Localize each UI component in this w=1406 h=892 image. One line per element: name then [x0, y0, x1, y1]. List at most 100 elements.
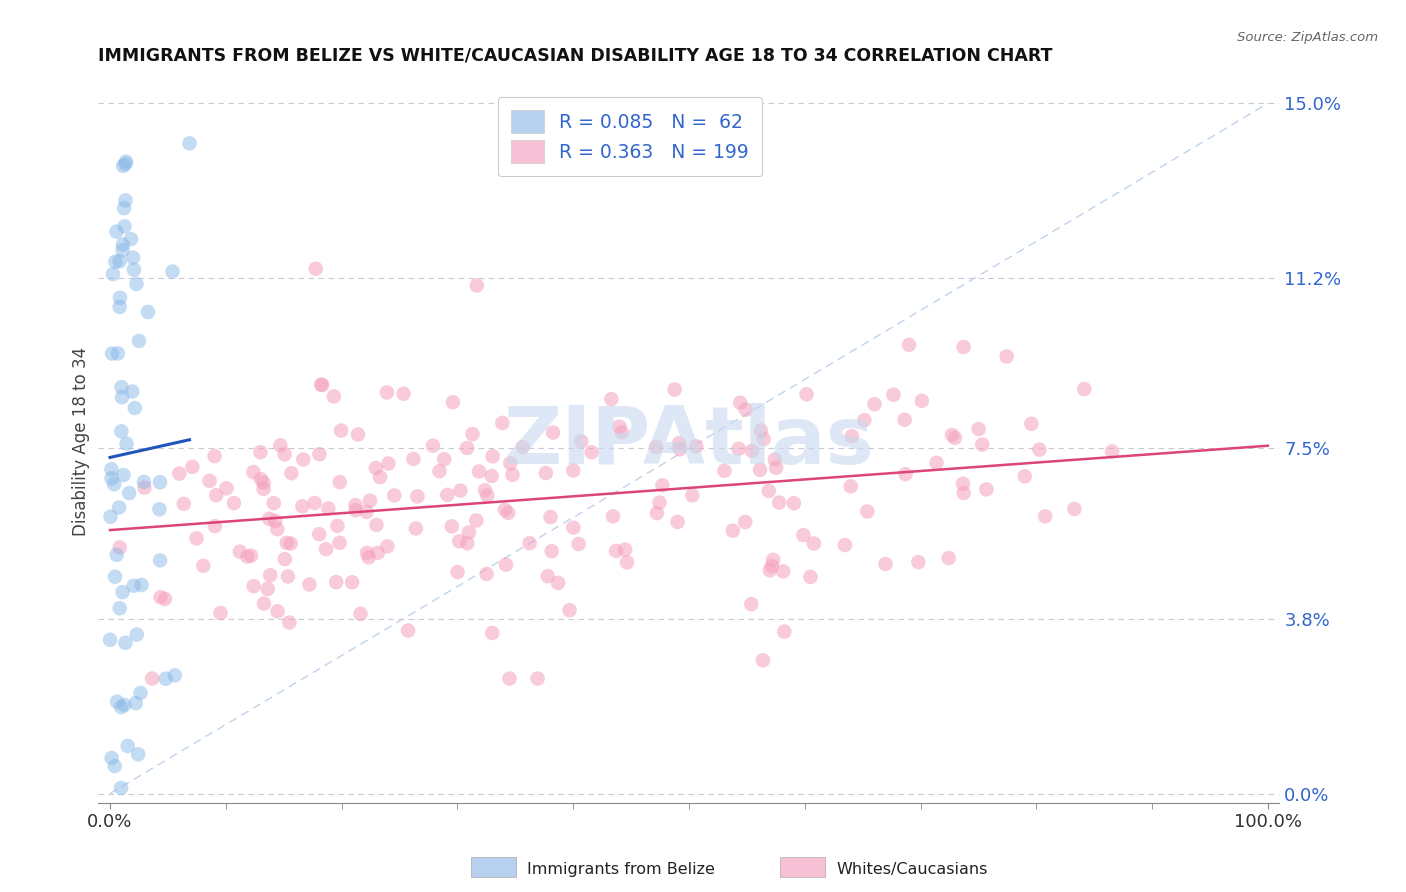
Point: [468, 465, 491, 479]
Point: [263, 496, 285, 510]
Point: [456, 441, 478, 455]
Point: [894, 467, 917, 482]
Point: [125, 277, 148, 291]
Point: [734, 402, 756, 417]
Point: [562, 463, 585, 477]
Point: [198, 474, 221, 488]
Point: [149, 475, 172, 490]
Point: [131, 578, 153, 592]
Point: [100, 471, 122, 485]
Point: [952, 476, 974, 491]
Point: [110, 780, 132, 795]
Point: [537, 569, 560, 583]
Point: [433, 452, 456, 467]
Point: [347, 427, 370, 442]
Point: [122, 262, 145, 277]
Point: [229, 544, 252, 558]
Point: [278, 615, 301, 630]
Point: [266, 522, 288, 536]
Point: [375, 385, 398, 400]
Point: [773, 624, 796, 639]
Point: [496, 506, 519, 520]
Point: [925, 456, 948, 470]
Point: [457, 525, 479, 540]
Point: [98, 632, 121, 647]
Point: [318, 501, 340, 516]
Point: [124, 401, 146, 415]
Point: [149, 590, 172, 604]
Point: [911, 393, 934, 408]
Point: [250, 472, 273, 486]
Point: [796, 387, 818, 401]
Point: [803, 536, 825, 550]
Point: [120, 232, 142, 246]
Point: [481, 469, 503, 483]
Point: [841, 429, 863, 443]
Point: [326, 519, 349, 533]
Point: [972, 437, 994, 451]
Point: [875, 557, 897, 571]
Point: [266, 604, 288, 618]
Point: [127, 747, 149, 762]
Y-axis label: Disability Age 18 to 34: Disability Age 18 to 34: [72, 347, 90, 536]
Point: [436, 488, 458, 502]
Point: [734, 515, 756, 529]
Point: [308, 527, 330, 541]
Point: [149, 553, 172, 567]
Point: [685, 439, 707, 453]
Point: [669, 442, 692, 457]
Point: [648, 495, 671, 509]
Point: [499, 456, 522, 470]
Point: [645, 440, 668, 454]
Point: [461, 427, 484, 442]
Point: [259, 568, 281, 582]
Point: [298, 577, 321, 591]
Point: [108, 254, 131, 268]
Point: [668, 436, 690, 450]
Point: [610, 425, 633, 440]
Point: [758, 483, 780, 498]
Point: [664, 383, 686, 397]
Point: [125, 696, 148, 710]
Point: [128, 334, 150, 348]
Point: [768, 495, 790, 509]
Point: [242, 579, 264, 593]
Point: [651, 478, 673, 492]
Point: [481, 450, 503, 464]
Point: [783, 496, 806, 510]
Point: [666, 515, 689, 529]
Point: [100, 509, 122, 524]
Point: [114, 219, 136, 234]
Point: [863, 397, 886, 411]
Point: [1028, 442, 1050, 457]
Point: [249, 445, 271, 459]
Point: [117, 739, 139, 753]
Point: [110, 700, 132, 714]
Point: [357, 550, 380, 565]
Point: [186, 532, 208, 546]
Point: [792, 528, 814, 542]
Text: Source: ZipAtlas.com: Source: ZipAtlas.com: [1237, 31, 1378, 45]
Point: [740, 597, 762, 611]
Point: [367, 546, 389, 560]
Point: [356, 505, 378, 519]
Point: [526, 672, 548, 686]
Text: IMMIGRANTS FROM BELIZE VS WHITE/CAUCASIAN DISABILITY AGE 18 TO 34 CORRELATION CH: IMMIGRANTS FROM BELIZE VS WHITE/CAUCASIA…: [98, 47, 1053, 65]
Point: [103, 477, 125, 491]
Point: [893, 413, 915, 427]
Point: [441, 395, 464, 409]
Point: [762, 553, 785, 567]
Point: [465, 278, 488, 293]
Point: [114, 698, 136, 712]
Point: [359, 493, 381, 508]
Point: [264, 514, 287, 528]
Point: [752, 653, 775, 667]
Point: [125, 627, 148, 641]
Point: [141, 672, 163, 686]
Point: [111, 390, 134, 404]
Point: [749, 463, 772, 477]
Point: [122, 579, 145, 593]
Point: [108, 300, 131, 314]
Point: [309, 377, 332, 392]
Point: [118, 486, 141, 500]
